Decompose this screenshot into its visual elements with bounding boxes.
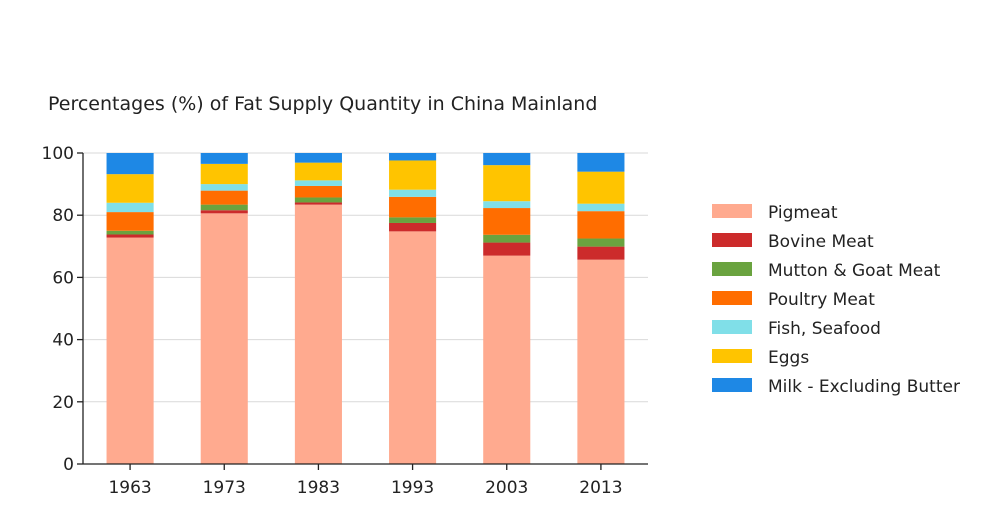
axes: 0 20 40 60 80 100 1963 1973 1983 1993 2003 2013	[42, 144, 648, 498]
bar-segment	[200, 190, 248, 205]
legend-label: Milk - Excluding Butter	[768, 377, 960, 397]
bar-segment	[577, 153, 625, 172]
bar-segment	[200, 184, 248, 191]
legend-label: Bovine Meat	[768, 232, 874, 252]
bar-segment	[389, 160, 437, 190]
bar-segment	[483, 153, 531, 166]
legend-label: Mutton & Goat Meat	[768, 261, 941, 281]
bar-segment	[483, 242, 531, 256]
chart-title: Percentages (%) of Fat Supply Quantity i…	[48, 93, 597, 115]
bar-segment	[483, 165, 531, 202]
bar-segment	[294, 204, 342, 464]
bar-segment	[200, 153, 248, 164]
bar-segment	[200, 210, 248, 214]
bar-segment	[577, 238, 625, 247]
bar-segment	[200, 204, 248, 211]
x-tick-label: 2013	[579, 478, 622, 498]
bar-segment	[106, 174, 154, 203]
bar-segment	[106, 153, 154, 175]
gridlines	[83, 152, 648, 403]
legend-swatch	[712, 233, 752, 247]
y-tick-label: 40	[52, 331, 74, 351]
bar-segment	[294, 153, 342, 163]
bar-segment	[294, 180, 342, 186]
y-tick-label: 0	[63, 455, 74, 475]
bar-segment	[106, 237, 154, 464]
bar-segment	[294, 202, 342, 205]
bar-segment	[389, 231, 437, 464]
y-tick-label: 100	[42, 144, 74, 164]
legend-label: Fish, Seafood	[768, 319, 881, 339]
bar-segment	[389, 196, 437, 218]
bar-segment	[200, 163, 248, 185]
y-tick-label: 60	[52, 268, 74, 288]
legend-swatch	[712, 262, 752, 276]
bar-segment	[577, 203, 625, 212]
bar-segment	[577, 246, 625, 260]
x-tick-label: 1963	[108, 478, 151, 498]
bar-segment	[200, 213, 248, 464]
bar-segment	[106, 212, 154, 231]
x-tick-label: 2003	[485, 478, 528, 498]
bar-segment	[294, 197, 342, 203]
bar-segment	[106, 202, 154, 213]
bar-segment	[483, 255, 531, 464]
bar-segment	[294, 162, 342, 181]
bar-segment	[577, 211, 625, 239]
bar-segment	[483, 208, 531, 235]
legend-swatch	[712, 349, 752, 363]
legend-swatch	[712, 204, 752, 218]
bar-segment	[389, 153, 437, 161]
bar-segment	[106, 230, 154, 235]
y-tick-label: 20	[52, 393, 74, 413]
bar-segment	[483, 234, 531, 243]
legend-swatch	[712, 378, 752, 392]
x-tick-label: 1983	[297, 478, 340, 498]
bar-segment	[294, 185, 342, 198]
bar-segment	[389, 189, 437, 197]
legend: Pigmeat Bovine Meat Mutton & Goat Meat Poul…	[712, 203, 960, 397]
bar-segment	[577, 259, 625, 464]
bar-segment	[389, 217, 437, 223]
bar-segment	[483, 201, 531, 209]
bar-segment	[577, 171, 625, 204]
bar-segment	[106, 234, 154, 238]
legend-label: Pigmeat	[768, 203, 838, 223]
legend-swatch	[712, 320, 752, 334]
legend-label: Eggs	[768, 348, 809, 368]
x-tick-label: 1973	[203, 478, 246, 498]
y-tick-label: 80	[52, 206, 74, 226]
legend-swatch	[712, 291, 752, 305]
bar-segment	[389, 222, 437, 232]
legend-label: Poultry Meat	[768, 290, 875, 310]
x-tick-label: 1993	[391, 478, 434, 498]
bars	[106, 153, 625, 464]
